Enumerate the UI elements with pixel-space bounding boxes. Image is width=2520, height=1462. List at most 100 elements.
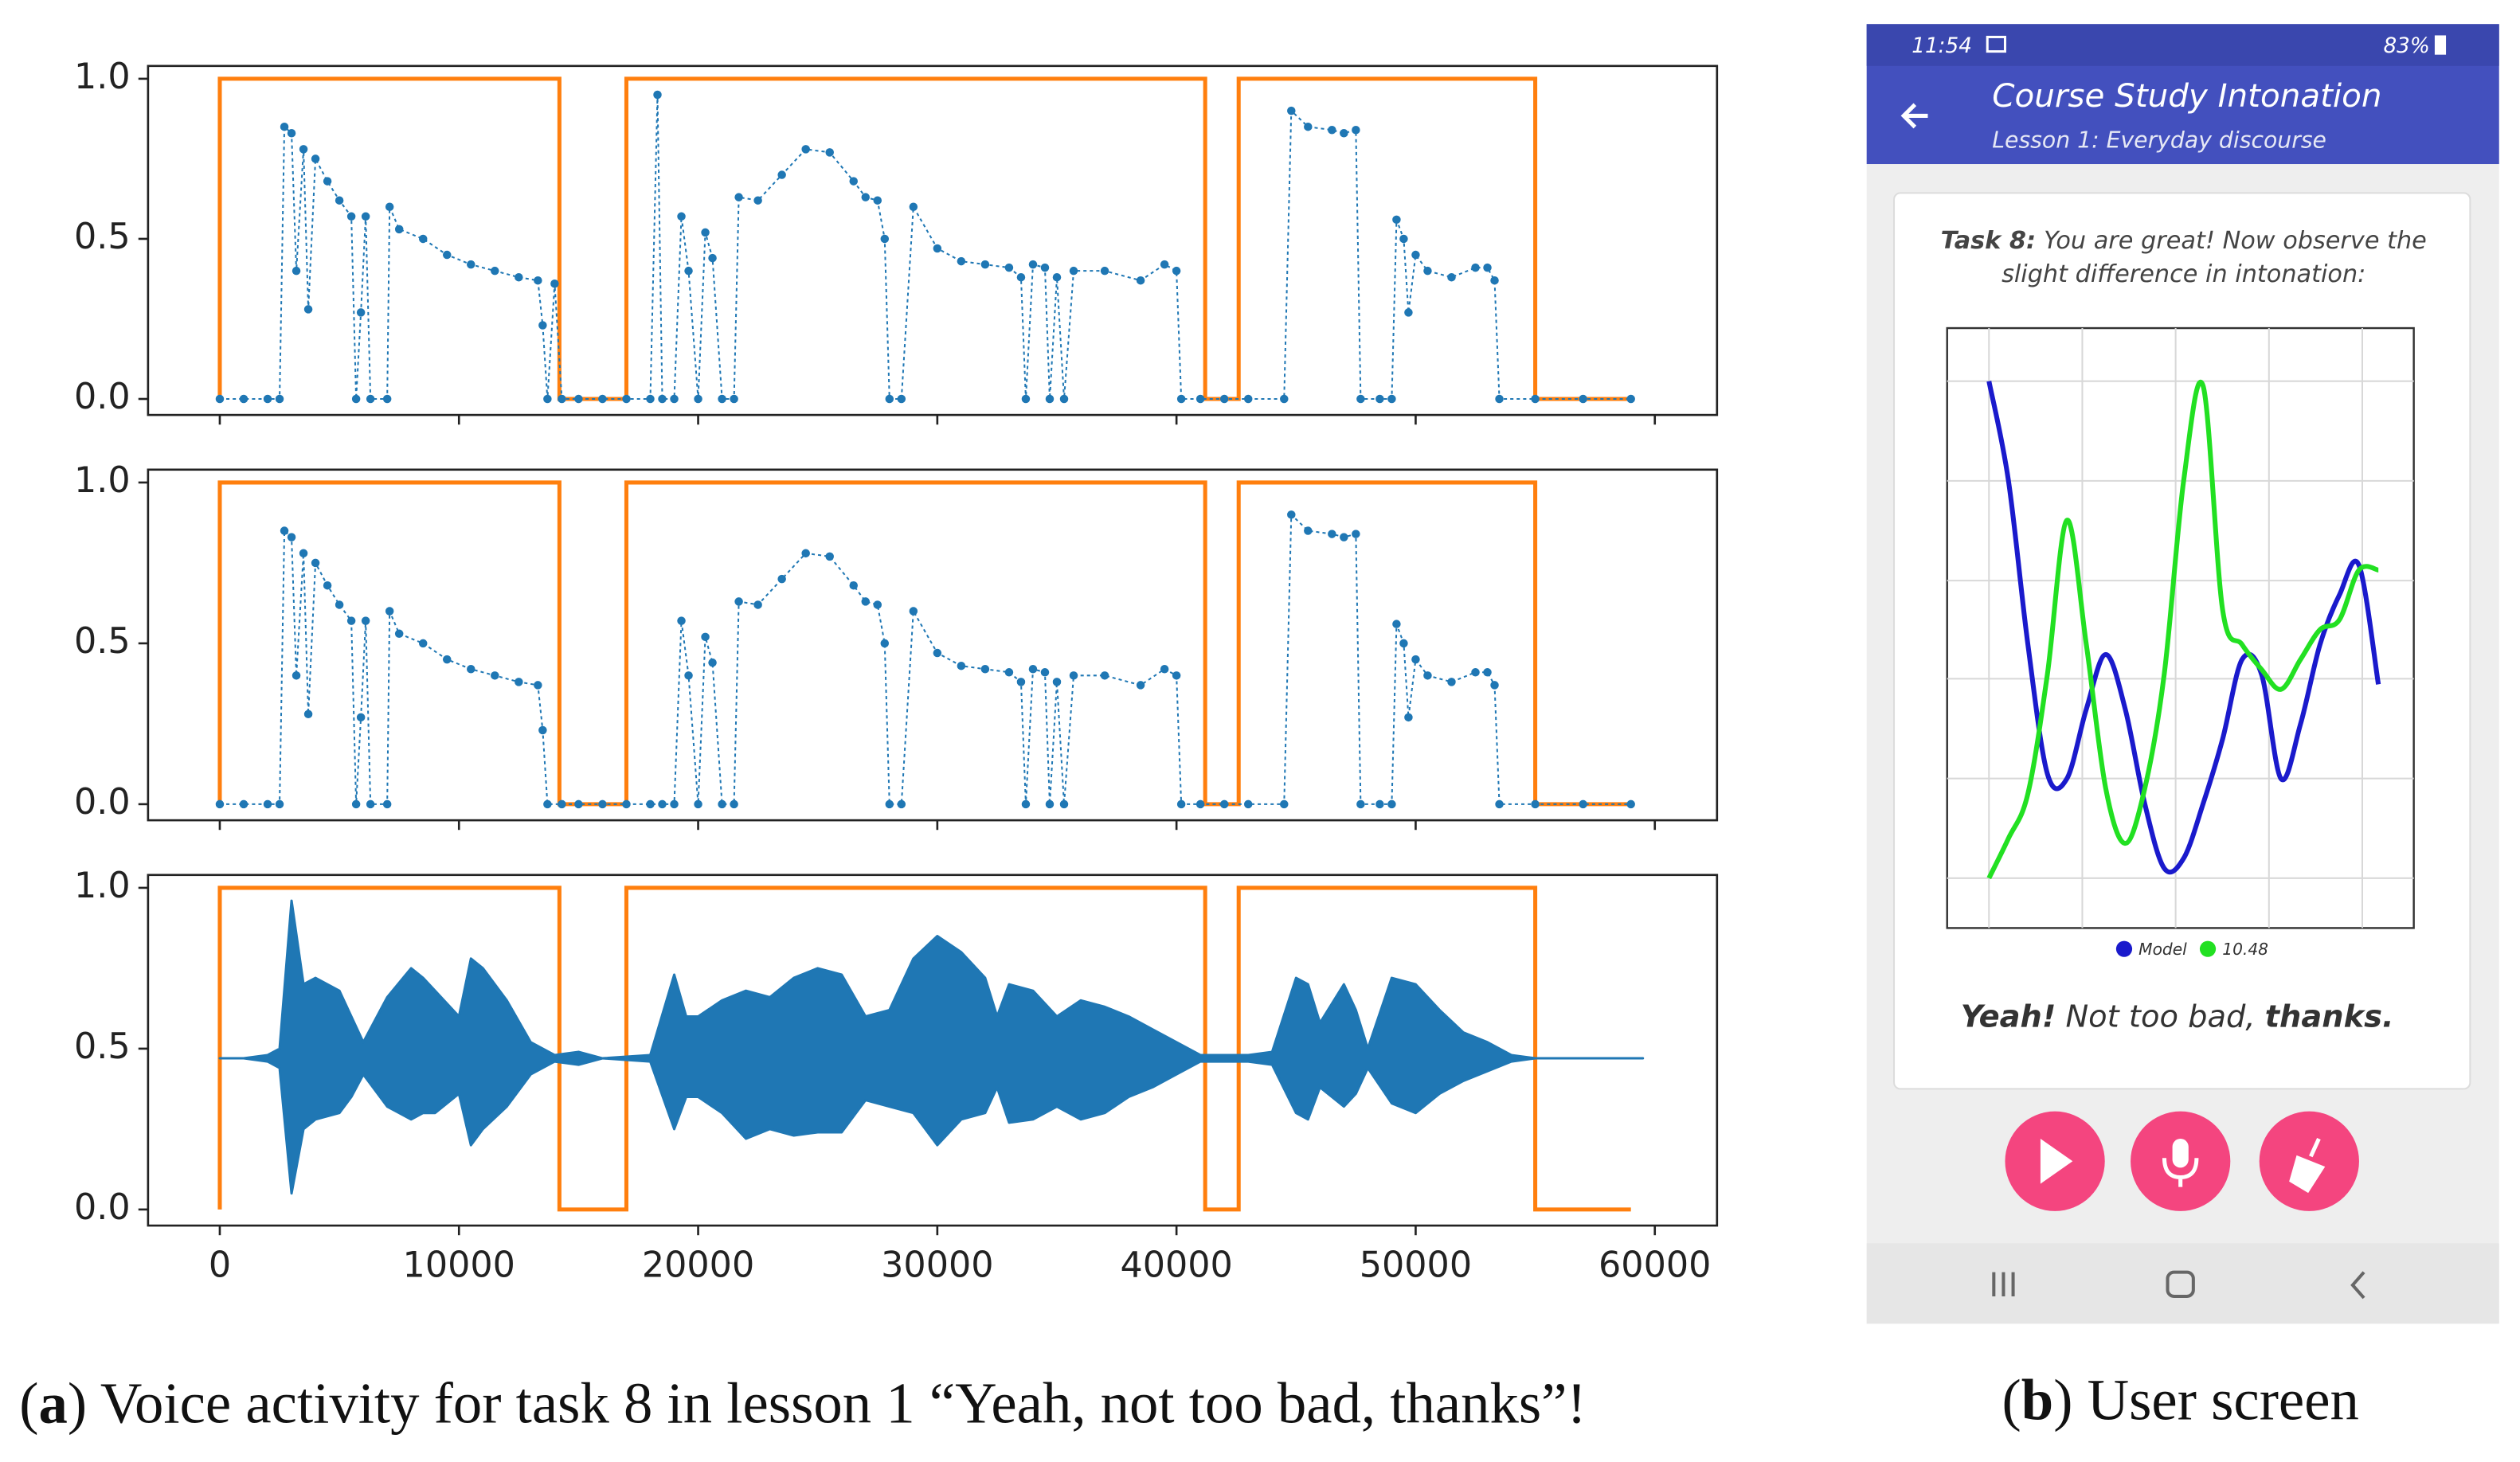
pitch-point <box>1287 106 1296 115</box>
pitch-point <box>880 639 890 648</box>
pitch-point <box>885 394 894 404</box>
pitch-point <box>215 799 225 809</box>
sentence-part: Yeah! <box>1961 999 2056 1034</box>
clear-button[interactable] <box>2259 1111 2359 1211</box>
status-icon <box>1986 35 2006 53</box>
pitch-curve <box>1986 379 2379 880</box>
pitch-point <box>275 394 284 404</box>
pitch-point <box>394 225 404 234</box>
pitch-point <box>1495 394 1504 404</box>
pitch-point <box>1352 530 1360 538</box>
pitch-point <box>1195 799 1205 809</box>
panel <box>215 480 1635 809</box>
pitch-point <box>574 394 583 404</box>
pitch-point <box>1021 394 1031 404</box>
axes-frame <box>147 874 1719 1227</box>
caption-b: (b) User screen <box>2002 1367 2359 1432</box>
y-tick-label: 1.0 <box>74 57 131 97</box>
pitch-point <box>646 394 655 404</box>
pitch-point <box>670 394 679 404</box>
pitch-point <box>1280 799 1289 809</box>
record-button[interactable] <box>2131 1111 2231 1211</box>
legend-swatch <box>2199 940 2217 957</box>
nav-icons[interactable] <box>1992 1270 2365 1300</box>
vad-line <box>217 76 1631 401</box>
x-tick-label: 50000 <box>1360 1245 1472 1286</box>
pitch-point <box>777 574 786 584</box>
pitch-point <box>467 664 475 674</box>
pitch-point <box>1176 394 1186 404</box>
pitch-point <box>1280 394 1289 404</box>
pitch-point <box>574 799 583 809</box>
pitch-point <box>1490 276 1499 285</box>
pitch-point <box>1483 263 1492 272</box>
x-tick-label: 10000 <box>403 1245 515 1286</box>
pitch-point <box>734 193 743 201</box>
y-tick-label: 0.0 <box>74 377 131 417</box>
status-battery: 83% <box>2383 34 2429 58</box>
pitch-point <box>1040 668 1050 677</box>
pitch-point <box>311 154 320 163</box>
pitch-point <box>670 799 679 809</box>
caption-part: ( <box>19 1370 38 1435</box>
pitch-point <box>694 394 702 404</box>
pitch-point <box>897 799 906 809</box>
pitch-point <box>684 671 693 680</box>
pitch-point <box>418 639 428 648</box>
pitch-point <box>351 394 361 404</box>
pitch-point <box>1423 671 1432 680</box>
pitch-point <box>1626 799 1635 809</box>
pitch-chart: Model 10.48 <box>1986 379 2381 959</box>
pitch-point <box>280 526 289 535</box>
pitch-point <box>303 305 313 314</box>
pitch-point <box>1160 664 1169 674</box>
pitch-point <box>1052 678 1062 686</box>
pitch-point <box>538 725 547 735</box>
pitch-point <box>263 799 272 809</box>
status-time: 11:54 <box>1912 34 1972 58</box>
pitch-point <box>1100 266 1109 276</box>
pitch-point <box>366 394 375 404</box>
pitch-point <box>335 196 344 205</box>
pitch-point <box>543 799 552 809</box>
legend-label: Model <box>2138 940 2187 959</box>
pitch-point <box>1136 276 1145 285</box>
pitch-line <box>219 94 1631 401</box>
y-tick-label: 1.0 <box>74 460 131 501</box>
pitch-point <box>1172 266 1181 276</box>
pitch-point <box>1579 799 1587 809</box>
task-text: Task 8: You are great! Now observe the <box>1941 226 2427 254</box>
pitch-line <box>219 513 1631 805</box>
pitch-point <box>385 607 394 616</box>
pitch-point <box>356 308 366 317</box>
pitch-point <box>933 648 942 658</box>
pitch-point <box>1411 655 1420 664</box>
pitch-point <box>849 177 858 186</box>
status-bar <box>1866 24 2499 66</box>
app-title: Course Study Intonation <box>1992 76 2381 115</box>
pitch-point <box>1356 394 1365 404</box>
pitch-point <box>1136 681 1145 690</box>
pitch-point <box>1392 620 1401 628</box>
pitch-point <box>1304 122 1313 131</box>
pitch-point <box>1531 799 1540 809</box>
pitch-point <box>1471 263 1480 272</box>
pitch-point <box>658 799 667 809</box>
pitch-point <box>299 549 308 558</box>
pitch-point <box>323 580 332 590</box>
pitch-point <box>311 558 320 568</box>
pitch-point <box>957 661 966 670</box>
pitch-point <box>1387 799 1396 809</box>
pitch-point <box>1423 266 1432 276</box>
back-arrow[interactable] <box>1900 103 1928 129</box>
pitch-point <box>598 394 607 404</box>
pitch-point <box>1340 129 1348 138</box>
pitch-point <box>442 655 452 664</box>
pitch-point <box>418 234 428 244</box>
pitch-point <box>1328 125 1336 135</box>
pitch-point <box>1176 799 1186 809</box>
play-button[interactable] <box>2005 1111 2105 1211</box>
pitch-point <box>1404 308 1413 317</box>
pitch-point <box>677 212 686 221</box>
